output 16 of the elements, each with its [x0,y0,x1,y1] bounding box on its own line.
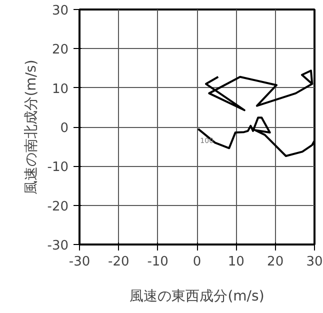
x-tick-label: 10 [228,254,244,270]
y-tick-label: 30 [52,4,69,18]
x-tick-label: -30 [68,254,90,270]
y-tick-label: 10 [52,82,69,97]
y-tick-label: -20 [47,199,68,214]
x-tick-label: -10 [147,254,168,270]
y-axis-title: 風速の南北成分(m/s) [23,60,40,194]
y-tick-label: 0 [60,121,69,136]
x-tick-label: 0 [192,254,202,270]
x-axis-title: 風速の東西成分(m/s) [130,288,264,304]
x-tick-label: 30 [306,254,323,270]
x-tick-label: 20 [267,254,284,270]
y-tick-label: -30 [47,238,68,254]
x-tick-label: -20 [108,254,130,270]
y-tick-label: -10 [47,160,68,176]
y-tick-label: 20 [52,42,69,58]
